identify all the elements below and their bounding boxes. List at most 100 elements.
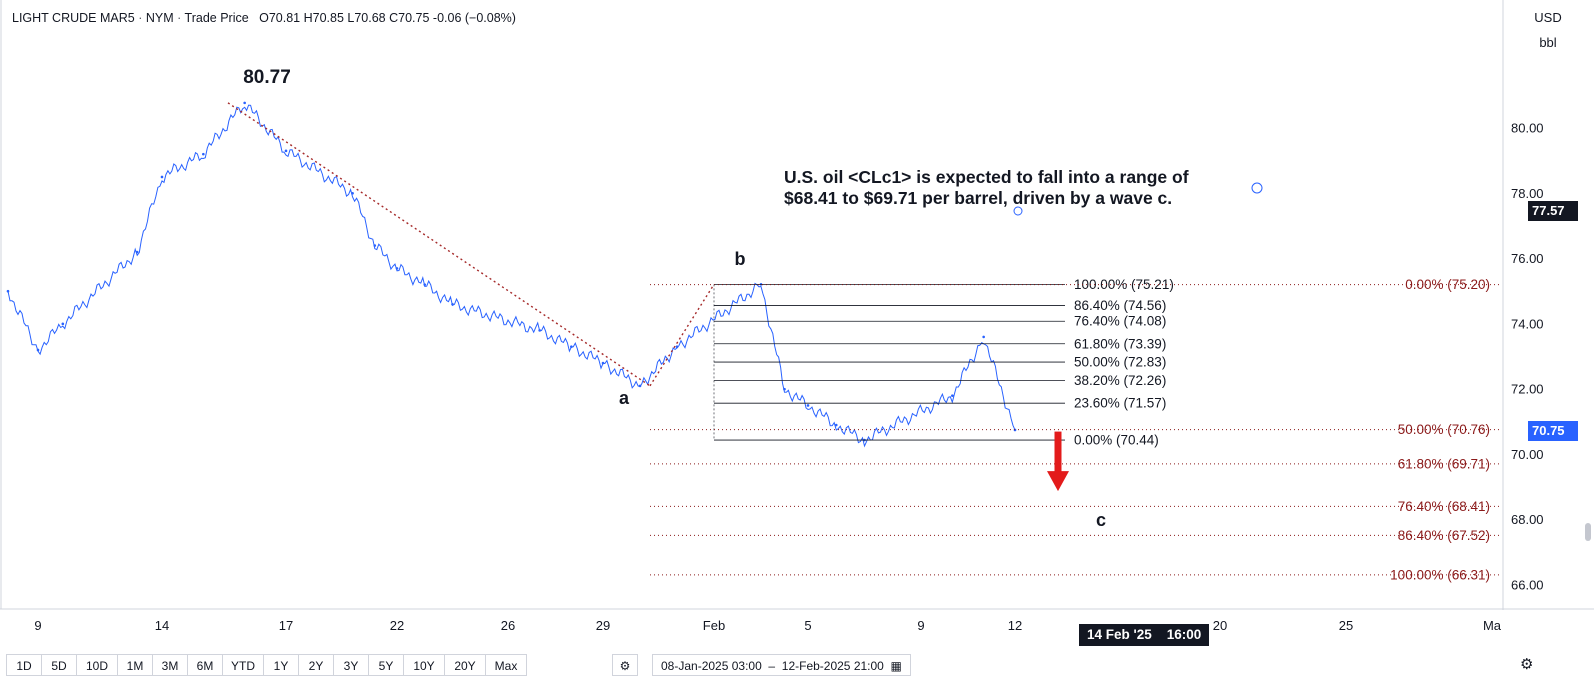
last-price-badge: 77.57 — [1528, 201, 1578, 221]
wave-label-c: c — [1096, 510, 1106, 530]
date-range-picker[interactable]: 08-Jan-2025 03:00 – 12-Feb-2025 21:00 ▦ — [652, 654, 911, 676]
y-tick-7: 66.00 — [1511, 578, 1544, 593]
fib-retracement-label-2: 76.40% (74.08) — [1074, 314, 1166, 329]
current-price-badge: 70.75 — [1528, 421, 1578, 441]
fib-retracement-label-6: 23.60% (71.57) — [1074, 396, 1166, 411]
data-point-17 — [675, 345, 679, 349]
price-scale-handle[interactable] — [1585, 523, 1591, 541]
fib-levels: 100.00% (75.21) 86.40% (74.56)76.40% (74.… — [650, 277, 1500, 582]
range-toolbar: 1D 5D 10D 1M 3M 6M YTD 1Y 2Y 3Y 5Y 10Y 20Y Max ⚙ 08-J… — [0, 653, 1594, 677]
exchange-name: NYM — [145, 11, 174, 25]
symbol-name: LIGHT CRUDE MAR5 — [12, 11, 135, 25]
down-arrow-shaft — [1054, 431, 1062, 474]
date-from: 08-Jan-2025 03:00 — [661, 659, 762, 673]
fib-extension-label-0: 0.00% (75.20) — [1405, 277, 1490, 292]
fib-retracement-label-3: 61.80% (73.39) — [1074, 336, 1166, 351]
y-tick-3: 74.00 — [1511, 316, 1544, 331]
range-button-10d[interactable]: 10D — [76, 654, 118, 676]
x-tick-10: 20 — [1213, 618, 1227, 633]
chart-header: LIGHT CRUDE MAR5 · NYM · Trade Price O70… — [12, 11, 516, 25]
open-value: O70.81 — [259, 11, 301, 25]
chart-settings-icon[interactable]: ⚙ — [1520, 656, 1534, 673]
fib-extension-label-1: 50.00% (70.76) — [1398, 422, 1490, 437]
fib-extension-label-3: 76.40% (68.41) — [1398, 499, 1490, 514]
x-tick-11: 25 — [1339, 618, 1353, 633]
range-button-6m[interactable]: 6M — [187, 654, 223, 676]
data-point-19 — [783, 387, 786, 391]
price-line — [7, 104, 1016, 448]
data-point-9 — [373, 244, 377, 247]
wave-label-peak: 80.77 — [243, 67, 291, 88]
change-value: -0.06 (−0.08%) — [432, 11, 516, 25]
data-point-20 — [806, 404, 810, 407]
data-point-5 — [202, 152, 205, 156]
range-button-2y[interactable]: 2Y — [298, 654, 334, 676]
price-type: Trade Price — [184, 11, 249, 25]
down-arrow-icon — [1047, 471, 1069, 492]
range-button-20y[interactable]: 20Y — [444, 654, 486, 676]
x-tick-7: 5 — [804, 618, 811, 633]
data-point-15 — [601, 361, 605, 365]
crosshair-date-badge: 14 Feb '25 16:00 — [1079, 624, 1210, 646]
y-tick-0: 80.00 — [1511, 121, 1544, 136]
data-point-14 — [570, 345, 573, 349]
data-point-7 — [284, 149, 288, 153]
currency-selector[interactable]: USD — [1534, 10, 1562, 25]
calendar-icon: ▦ — [890, 659, 902, 673]
annotation-handle-icon — [1251, 182, 1263, 194]
data-point-21 — [834, 423, 838, 427]
range-button-3m[interactable]: 3M — [152, 654, 188, 676]
crosshair-date: 14 Feb '25 — [1087, 627, 1152, 642]
x-tick-5: 29 — [596, 618, 610, 633]
fib-retracement-label-5: 38.20% (72.26) — [1074, 373, 1166, 388]
x-tick-0: 9 — [34, 618, 41, 633]
price-series — [6, 101, 1017, 448]
y-tick-5: 70.00 — [1511, 447, 1544, 462]
x-tick-4: 26 — [501, 618, 515, 633]
data-point-11 — [423, 283, 427, 286]
fib-extension-label-4: 86.40% (67.52) — [1398, 528, 1490, 543]
settings-gear-icon[interactable]: ⚙ — [612, 654, 638, 676]
fib-retracement-label-4: 50.00% (72.83) — [1074, 355, 1166, 370]
data-point-1 — [36, 348, 40, 352]
annotation-line1: U.S. oil <CLc1> is expected to fall into… — [784, 167, 1189, 187]
range-button-ytd[interactable]: YTD — [222, 654, 264, 676]
y-tick-4: 72.00 — [1511, 382, 1544, 397]
x-tick-9: 12 — [1008, 618, 1022, 633]
range-button-3y[interactable]: 3Y — [333, 654, 369, 676]
data-point-6 — [243, 101, 246, 105]
data-point-23 — [951, 394, 954, 397]
range-button-max[interactable]: Max — [485, 654, 527, 676]
range-button-1d[interactable]: 1D — [6, 654, 42, 676]
x-tick-8: 9 — [917, 618, 924, 633]
date-to: 12-Feb-2025 21:00 — [781, 659, 884, 673]
fib-extension-label-5: 100.00% (66.31) — [1390, 567, 1490, 582]
range-button-1y[interactable]: 1Y — [263, 654, 299, 676]
fib-retracement-label-0: 100.00% (75.21) — [1074, 277, 1174, 292]
y-axis: 80.00 78.00 76.00 74.00 72.00 70.00 68.00 66.00 — [1511, 121, 1544, 593]
x-tick-1: 14 — [155, 618, 169, 633]
fib-extension-label-2: 61.80% (69.71) — [1398, 456, 1490, 471]
range-button-10y[interactable]: 10Y — [403, 654, 445, 676]
range-button-1m[interactable]: 1M — [117, 654, 153, 676]
wave-label-b: b — [735, 249, 746, 269]
x-axis: 9 14 17 22 26 29 Feb 5 9 12 20 25 Ma — [34, 618, 1501, 633]
data-point-12 — [451, 302, 454, 306]
data-point-8 — [351, 191, 354, 195]
data-point-0 — [6, 289, 10, 293]
data-point-4 — [160, 175, 164, 179]
wave-a-trendline — [227, 102, 651, 387]
wave-b-trendline — [649, 283, 715, 387]
data-point-24 — [982, 335, 985, 339]
range-button-5y[interactable]: 5Y — [368, 654, 404, 676]
data-point-13 — [538, 329, 541, 332]
data-point-10 — [395, 267, 399, 270]
range-button-5d[interactable]: 5D — [41, 654, 77, 676]
unit-selector[interactable]: bbl — [1539, 35, 1557, 50]
fib-retracement-label-7: 0.00% (70.44) — [1074, 433, 1159, 448]
x-tick-2: 17 — [279, 618, 293, 633]
high-value: H70.85 — [303, 11, 344, 25]
low-value: L70.68 — [347, 11, 386, 25]
data-point-16 — [638, 384, 642, 388]
